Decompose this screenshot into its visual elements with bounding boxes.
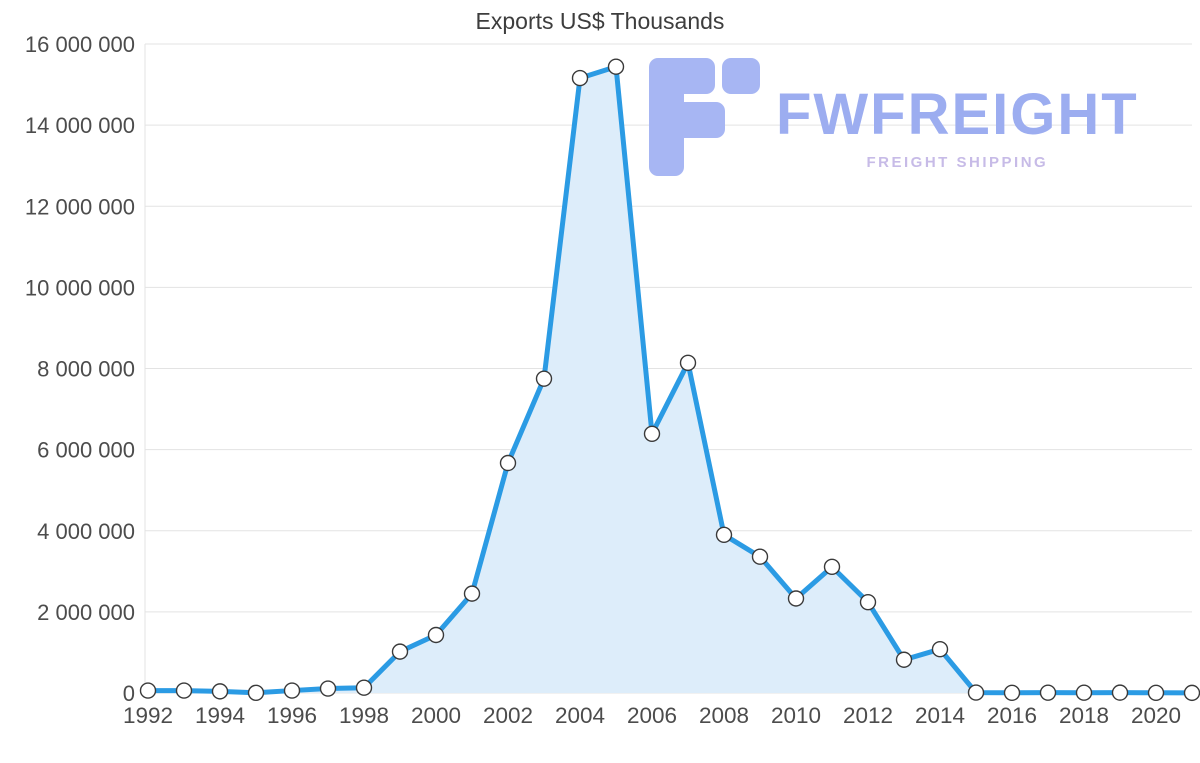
x-axis-label: 2014 [915, 703, 965, 728]
data-point-marker [643, 425, 661, 443]
x-axis-label: 1994 [195, 703, 245, 728]
data-point-marker [283, 682, 301, 699]
data-point-marker [463, 585, 481, 602]
y-axis-label: 0 [123, 681, 135, 706]
data-point-marker [895, 651, 913, 668]
x-axis-label: 2010 [771, 703, 821, 728]
fwfreight-logo-icon [649, 58, 760, 176]
data-point-marker [607, 58, 625, 75]
data-point-marker [967, 684, 985, 701]
watermark-logo: FWFREIGHT FREIGHT SHIPPING [648, 58, 1139, 176]
y-axis-label: 14 000 000 [25, 113, 135, 138]
x-axis-label: 2018 [1059, 703, 1109, 728]
data-point-marker [679, 354, 697, 372]
data-point-marker [355, 679, 373, 696]
data-point-marker [319, 680, 337, 697]
data-point-marker [823, 558, 841, 576]
data-point-marker [1111, 684, 1129, 701]
y-axis-label: 10 000 000 [25, 275, 135, 300]
x-axis-label: 2000 [411, 703, 461, 728]
x-axis-label: 2002 [483, 703, 533, 728]
data-point-marker [931, 640, 949, 658]
x-axis-label: 2020 [1131, 703, 1181, 728]
x-axis-label: 1992 [123, 703, 173, 728]
chart-title: Exports US$ Thousands [475, 8, 725, 34]
y-axis-label: 16 000 000 [25, 32, 135, 57]
data-point-marker [787, 590, 805, 607]
data-point-marker [1183, 684, 1200, 702]
data-point-marker [247, 684, 265, 701]
data-point-marker [1003, 684, 1021, 701]
y-axis-label: 12 000 000 [25, 194, 135, 219]
data-point-marker [751, 548, 769, 565]
x-axis-label: 2016 [987, 703, 1037, 728]
x-axis-label: 2012 [843, 703, 893, 728]
data-point-marker [1039, 684, 1057, 701]
data-point-marker [571, 69, 589, 87]
x-axis-label: 2008 [699, 703, 749, 728]
data-point-marker [211, 683, 229, 700]
data-point-marker [1147, 684, 1165, 701]
data-point-marker [427, 626, 445, 644]
data-point-marker [535, 370, 553, 387]
logo-name: FWFREIGHT [776, 82, 1139, 147]
data-point-marker [499, 454, 517, 472]
x-axis-label: 2006 [627, 703, 677, 728]
data-point-marker [1075, 684, 1093, 701]
x-axis-label: 1996 [267, 703, 317, 728]
logo-tagline: FREIGHT SHIPPING [866, 154, 1049, 171]
data-point-marker [175, 682, 193, 699]
x-axis-label: 2004 [555, 703, 605, 728]
logo-text: FWFREIGHT FREIGHT SHIPPING [776, 82, 1139, 172]
data-point-marker [391, 643, 409, 660]
series-area [148, 66, 1192, 694]
y-axis-label: 6 000 000 [37, 438, 135, 463]
y-axis-label: 4 000 000 [37, 519, 135, 544]
data-point-marker [859, 593, 877, 611]
y-axis-label: 2 000 000 [37, 600, 135, 625]
data-point-marker [715, 526, 733, 544]
data-point-marker [139, 682, 157, 699]
y-axis-label: 8 000 000 [37, 357, 135, 382]
x-axis-label: 1998 [339, 703, 389, 728]
